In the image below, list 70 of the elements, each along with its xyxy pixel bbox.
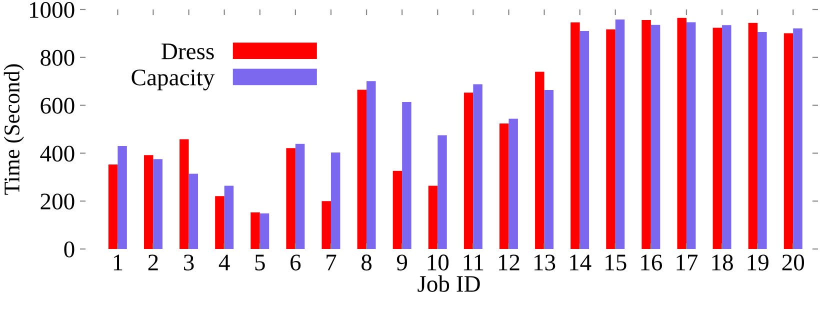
x-tick-label: 14 xyxy=(570,254,592,270)
x-tick-label: 16 xyxy=(641,254,662,270)
x-tick-label: 8 xyxy=(362,254,372,270)
bar xyxy=(366,81,376,249)
y-tick-label: 1000 xyxy=(30,2,74,18)
bar xyxy=(712,28,722,249)
x-tick-label: 9 xyxy=(396,254,408,270)
x-tick-label: 10 xyxy=(428,254,449,270)
bar xyxy=(295,144,305,249)
x-axis-title: Job ID xyxy=(418,275,480,292)
y-axis-title: Time (Second) xyxy=(4,64,24,195)
bar xyxy=(108,164,118,249)
x-tick-label: 11 xyxy=(464,254,484,270)
bar xyxy=(464,92,474,249)
bar xyxy=(758,32,767,249)
bar xyxy=(260,213,270,249)
bar xyxy=(188,174,198,249)
x-tick-label: 4 xyxy=(218,254,230,270)
legend-label: Dress xyxy=(162,44,214,60)
y-tick-label: 400 xyxy=(40,146,74,162)
legend-label: Capacity xyxy=(132,70,215,90)
x-tick-label: 7 xyxy=(326,254,336,270)
y-tick-label: 200 xyxy=(40,194,74,210)
x-tick-label: 15 xyxy=(606,254,626,270)
bar xyxy=(402,102,412,249)
bar xyxy=(535,72,544,249)
bar xyxy=(322,201,331,249)
bar xyxy=(473,84,482,249)
bar xyxy=(677,18,686,249)
bar xyxy=(686,22,696,249)
bar xyxy=(392,170,402,249)
x-tick-label: 12 xyxy=(498,254,520,270)
bar xyxy=(642,20,651,249)
bar xyxy=(570,22,580,249)
y-tick-label: 600 xyxy=(40,98,74,114)
bar xyxy=(438,135,447,249)
bar xyxy=(215,196,224,249)
bar xyxy=(793,28,802,249)
bar xyxy=(357,90,367,249)
bar xyxy=(615,20,625,249)
bar xyxy=(722,25,732,249)
bar xyxy=(748,22,758,249)
x-tick-label: 3 xyxy=(184,254,194,270)
bar xyxy=(250,212,260,249)
bar xyxy=(428,186,438,249)
bar xyxy=(580,31,590,249)
bar xyxy=(144,155,154,249)
x-tick-label: 1 xyxy=(114,254,122,270)
bar xyxy=(650,24,660,249)
x-tick-label: 19 xyxy=(748,254,768,270)
bar xyxy=(118,146,127,249)
x-tick-label: 13 xyxy=(534,254,556,270)
bar xyxy=(508,118,518,249)
y-tick-label: 800 xyxy=(40,50,74,66)
bar xyxy=(606,29,616,249)
bar xyxy=(330,152,340,249)
bar xyxy=(784,33,794,249)
bar xyxy=(153,159,162,249)
bar xyxy=(499,124,509,249)
bar xyxy=(180,139,189,249)
x-tick-label: 2 xyxy=(148,254,158,270)
x-tick-label: 5 xyxy=(255,254,265,270)
x-tick-label: 17 xyxy=(676,254,698,270)
bar xyxy=(224,186,234,249)
x-tick-label: 6 xyxy=(290,254,301,270)
bar xyxy=(286,148,296,249)
bar xyxy=(544,90,554,249)
x-tick-label: 18 xyxy=(712,254,733,270)
y-tick-label: 0 xyxy=(64,241,74,258)
x-tick-label: 20 xyxy=(782,254,804,270)
